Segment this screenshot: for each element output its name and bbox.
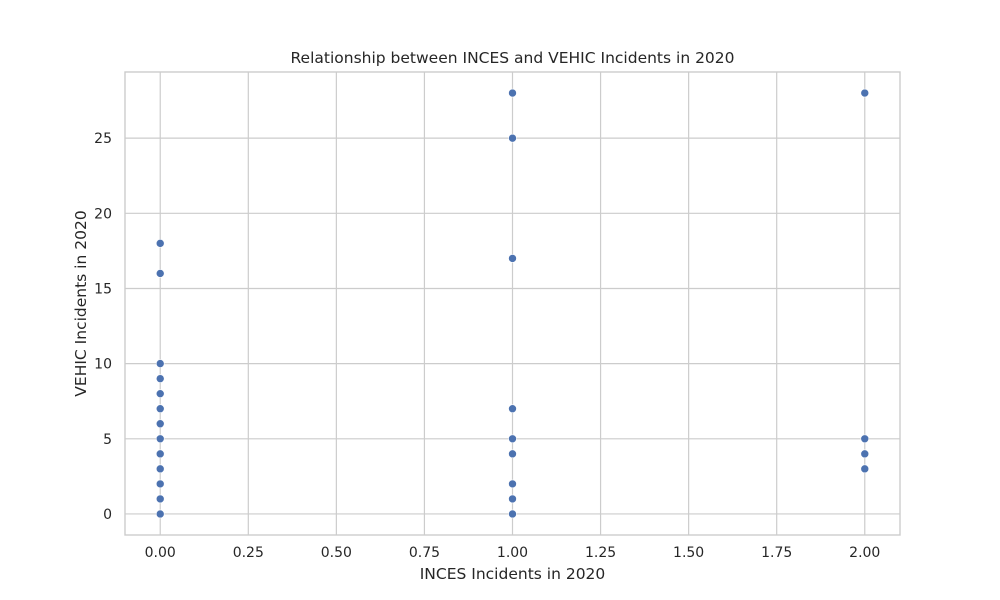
data-point (860, 464, 870, 474)
data-point (155, 269, 165, 278)
x-tick-label: 1.50 (673, 545, 704, 561)
data-point (508, 133, 517, 143)
x-tick-label: 0.75 (409, 545, 440, 561)
grid-lines (125, 72, 900, 535)
data-point (155, 374, 165, 383)
y-tick-labels: 0 5 10 15 20 25 (94, 131, 112, 523)
data-point (155, 404, 165, 414)
data-point (860, 449, 870, 459)
data-points (155, 88, 870, 519)
data-point (155, 389, 165, 398)
y-tick-label: 15 (94, 281, 112, 297)
x-tick-label: 1.00 (497, 545, 528, 561)
y-tick-label: 10 (94, 357, 112, 373)
data-point (508, 479, 517, 489)
data-point (155, 239, 165, 248)
x-tick-label: 0.25 (233, 545, 264, 561)
data-point (155, 464, 165, 474)
data-point (508, 449, 517, 459)
y-tick-label: 0 (103, 507, 112, 523)
data-point (508, 404, 517, 414)
data-point (860, 88, 870, 98)
chart-title: Relationship between INCES and VEHIC Inc… (290, 49, 734, 67)
x-tick-label: 2.00 (849, 545, 880, 561)
data-point (508, 254, 517, 263)
data-point (508, 494, 517, 504)
x-axis-label: INCES Incidents in 2020 (420, 565, 606, 583)
data-point (508, 434, 517, 444)
y-axis-label: VEHIC Incidents in 2020 (72, 210, 90, 396)
data-point (508, 509, 517, 519)
x-tick-labels: 0.00 0.25 0.50 0.75 1.00 1.25 1.50 1.75 2.00 (145, 545, 881, 561)
data-point (155, 359, 165, 368)
x-tick-label: 1.25 (585, 545, 616, 561)
data-point (155, 434, 165, 444)
y-tick-label: 5 (103, 432, 112, 448)
data-point (155, 479, 165, 489)
data-point (860, 434, 870, 444)
x-tick-label: 0.50 (321, 545, 352, 561)
data-point (155, 449, 165, 459)
data-point (155, 509, 165, 519)
y-tick-label: 25 (94, 131, 112, 147)
x-tick-label: 1.75 (761, 545, 792, 561)
data-point (155, 419, 165, 429)
x-tick-label: 0.00 (145, 545, 176, 561)
y-tick-label: 20 (94, 206, 112, 222)
data-point (155, 494, 165, 504)
plot-frame (124, 71, 901, 536)
data-point (508, 88, 517, 98)
